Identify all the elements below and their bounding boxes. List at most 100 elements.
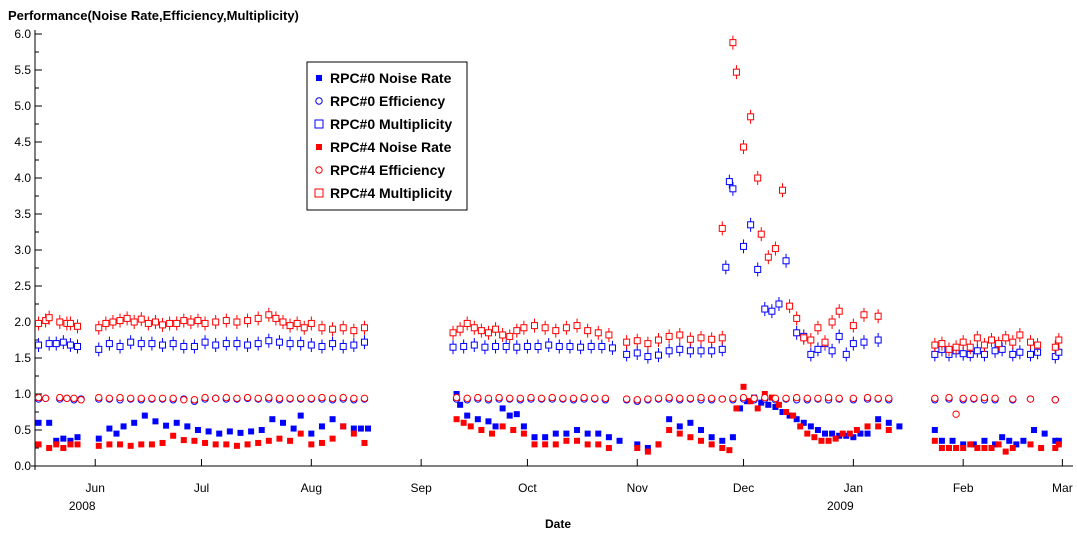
data-point: [740, 242, 748, 250]
legend-entry: RPC#4 Noise Rate: [316, 139, 452, 155]
data-point: [66, 319, 74, 327]
data-point: [470, 324, 478, 332]
data-point: [676, 345, 684, 353]
data-point: [60, 445, 67, 451]
data-point: [623, 350, 631, 358]
series-rpc-4-efficiency: [34, 393, 1059, 418]
data-point: [102, 319, 110, 327]
data-point: [580, 393, 588, 402]
data-point: [729, 39, 737, 47]
data-point: [1009, 338, 1017, 346]
data-point: [885, 419, 892, 426]
data-point: [56, 318, 64, 326]
data-point: [117, 441, 124, 448]
data-point: [754, 405, 761, 412]
data-point: [74, 342, 82, 350]
data-point: [697, 347, 705, 355]
data-point: [559, 394, 567, 403]
data-point: [573, 322, 581, 330]
data-point: [779, 409, 786, 415]
data-point: [184, 423, 191, 430]
data-point: [537, 394, 546, 403]
data-point: [687, 434, 694, 441]
data-point: [761, 305, 769, 313]
data-point: [318, 439, 325, 446]
data-point: [754, 265, 762, 273]
data-point: [279, 318, 287, 326]
legend-entry: RPC#0 Multiplicity: [314, 116, 452, 132]
data-point: [1006, 437, 1013, 444]
data-point: [768, 307, 776, 315]
series-rpc-4-noise-rate: [35, 383, 1062, 455]
data-point: [574, 437, 581, 444]
data-point: [308, 441, 315, 448]
data-point: [52, 340, 60, 348]
data-point: [775, 300, 783, 308]
data-point: [166, 319, 174, 327]
data-point: [513, 343, 521, 351]
data-point: [949, 437, 956, 444]
data-point: [633, 349, 641, 357]
data-point: [988, 336, 996, 344]
data-point: [307, 341, 315, 349]
data-point: [771, 394, 780, 403]
data-point: [67, 437, 74, 444]
data-point: [814, 427, 821, 433]
data-point: [113, 430, 120, 437]
data-point: [818, 437, 825, 444]
data-point: [531, 322, 539, 330]
data-point: [729, 434, 736, 441]
data-point: [152, 418, 159, 425]
data-point: [212, 341, 220, 349]
data-point: [318, 423, 325, 430]
data-point: [966, 343, 974, 351]
data-point: [622, 395, 631, 403]
data-point: [265, 337, 273, 345]
data-point: [453, 416, 460, 423]
data-point: [676, 423, 683, 430]
legend: RPC#0 Noise Rate RPC#0 Efficiency RPC#0 Mu…: [306, 61, 468, 211]
data-point: [959, 350, 967, 358]
y-tick-label: 5.0: [14, 99, 31, 113]
data-point: [255, 439, 262, 446]
data-point: [286, 394, 294, 403]
data-point: [616, 437, 623, 444]
data-point: [506, 332, 514, 340]
data-point: [973, 334, 981, 342]
data-point: [35, 441, 42, 448]
data-point: [849, 340, 857, 348]
y-tick-label: 4.5: [14, 135, 31, 149]
data-point: [587, 342, 595, 350]
data-point: [329, 435, 336, 442]
data-point: [782, 394, 790, 403]
data-point: [825, 437, 832, 444]
data-point: [980, 350, 988, 358]
data-point: [885, 427, 892, 433]
chart-title: Performance(Noise Rate,Efficiency,Multip…: [8, 8, 299, 23]
data-point: [644, 448, 651, 455]
data-point: [875, 423, 882, 430]
data-point: [513, 411, 520, 418]
data-point: [960, 441, 967, 448]
x-tick-label: Jun: [86, 481, 105, 495]
data-point: [814, 324, 822, 332]
legend-label: RPC#4 Efficiency: [330, 162, 445, 178]
data-point: [329, 340, 337, 348]
data-point: [254, 340, 262, 348]
data-point: [676, 430, 683, 437]
data-point: [874, 336, 882, 344]
data-point: [123, 314, 131, 322]
data-point: [584, 430, 591, 437]
data-point: [1026, 395, 1035, 403]
data-point: [548, 393, 556, 402]
data-point: [1027, 441, 1034, 448]
data-point: [744, 398, 751, 405]
data-point: [591, 394, 599, 403]
legend-swatch: [314, 119, 324, 129]
data-point: [772, 403, 779, 410]
data-point: [59, 338, 67, 346]
data-point: [874, 312, 882, 320]
data-point: [952, 410, 960, 418]
x-axis-label: Date: [545, 517, 571, 531]
data-point: [1009, 350, 1017, 358]
